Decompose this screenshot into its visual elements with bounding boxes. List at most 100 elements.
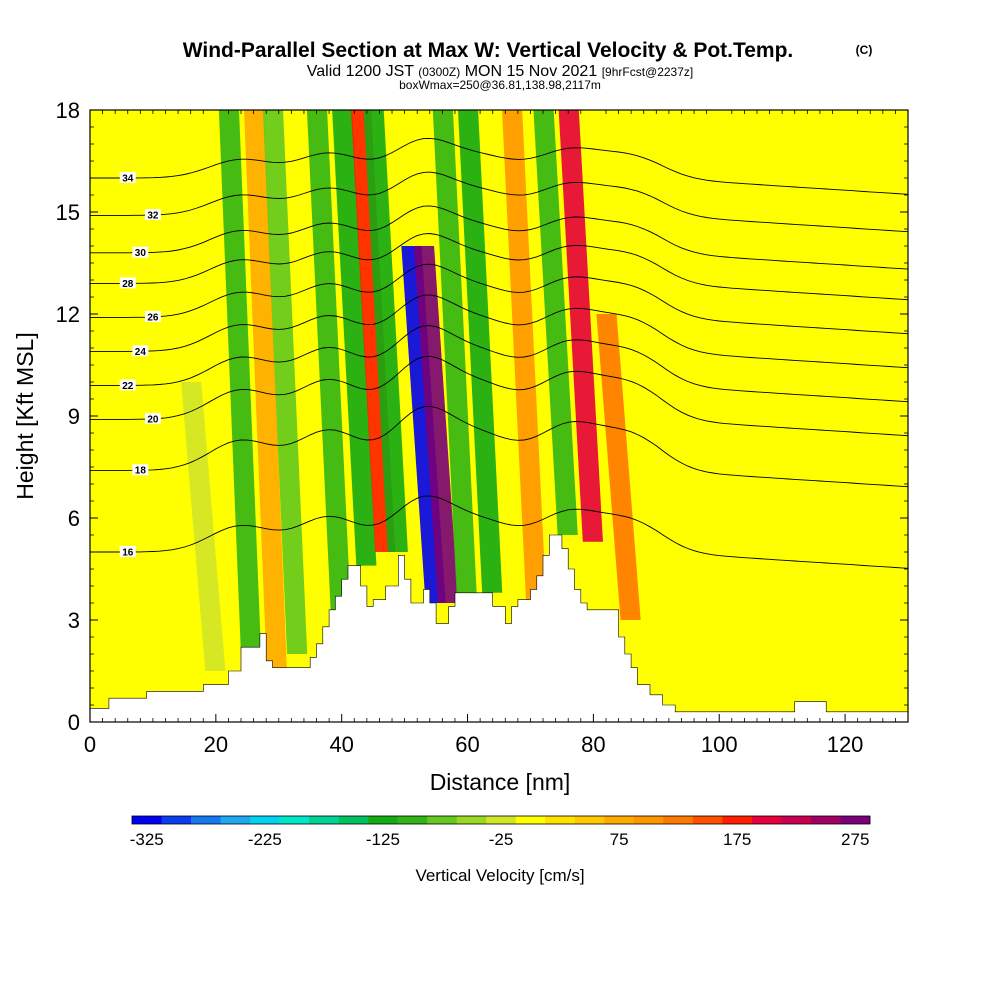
vertical-velocity-field bbox=[181, 110, 641, 705]
theta-contour-26 bbox=[90, 263, 908, 335]
theta-contour-label-26: 26 bbox=[147, 312, 159, 323]
w-cell-11 bbox=[502, 110, 547, 603]
colorbar-swatch-21 bbox=[751, 816, 782, 824]
theta-label-bg-30 bbox=[132, 246, 149, 258]
w-cell-13 bbox=[558, 110, 603, 542]
theta-label-bg-16 bbox=[119, 545, 136, 557]
colorbar-tick-label--225: -225 bbox=[248, 830, 282, 849]
subtitle-forecast: [9hrFcst@2237z] bbox=[602, 65, 694, 79]
colorbar-swatch-4 bbox=[250, 816, 280, 824]
colorbar-swatch-10 bbox=[427, 816, 458, 824]
colorbar-swatch-18 bbox=[663, 816, 694, 824]
x-tick-label-60: 60 bbox=[455, 732, 479, 757]
w-cell-2 bbox=[262, 110, 308, 654]
theta-contour-32 bbox=[90, 171, 908, 233]
w-cell-10 bbox=[457, 110, 503, 593]
theta-contour-20 bbox=[90, 355, 908, 437]
theta-contours: 16 18 20 22 24 26 28 30 32 34 bbox=[90, 137, 908, 569]
y-axis: 0 3 6 9 12 15 18 bbox=[56, 98, 908, 735]
colorbar-swatch-13 bbox=[515, 816, 546, 824]
theta-contour-22 bbox=[90, 325, 908, 403]
subtitle-valid: Valid 1200 JST bbox=[307, 63, 415, 80]
w-cell-3 bbox=[306, 110, 352, 620]
y-tick-label-18: 18 bbox=[56, 98, 80, 123]
theta-label-bg-32 bbox=[144, 209, 161, 221]
subtitle-date: MON 15 Nov 2021 bbox=[465, 63, 598, 80]
colorbar-swatch-3 bbox=[220, 816, 251, 824]
w-cell-8 bbox=[413, 246, 459, 603]
y-tick-label-0: 0 bbox=[68, 710, 80, 735]
theta-contour-24 bbox=[90, 294, 908, 369]
theta-contour-34 bbox=[90, 137, 908, 195]
theta-label-bg-28 bbox=[119, 277, 136, 289]
w-cell-9 bbox=[432, 110, 478, 603]
colorbar-swatch-1 bbox=[161, 816, 192, 824]
theta-contour-label-28: 28 bbox=[122, 279, 134, 290]
colorbar: -325 -225 -125 -25 75 175 275 bbox=[130, 815, 871, 849]
x-tick-label-80: 80 bbox=[581, 732, 605, 757]
colorbar-tick-label--325: -325 bbox=[130, 830, 164, 849]
theta-label-bg-24 bbox=[132, 345, 149, 357]
colorbar-swatch-17 bbox=[633, 816, 664, 824]
w-cell-12 bbox=[533, 110, 578, 535]
theta-label-bg-26 bbox=[144, 310, 161, 322]
y-tick-label-12: 12 bbox=[56, 302, 80, 327]
theta-contour-30 bbox=[90, 205, 908, 270]
box-info-line: boxWmax=250@36.81,138.98,2117m bbox=[399, 78, 601, 92]
colorbar-swatch-6 bbox=[309, 816, 339, 824]
w-cell-0 bbox=[218, 110, 264, 705]
theta-contour-label-16: 16 bbox=[122, 547, 134, 558]
theta-contour-16 bbox=[90, 495, 908, 569]
theta-contour-label-34: 34 bbox=[122, 173, 134, 184]
w-cell-6 bbox=[363, 110, 408, 552]
subtitle-utc: (0300Z) bbox=[418, 65, 460, 79]
colorbar-tick-label-75: 75 bbox=[610, 830, 629, 849]
colorbar-tick-label-275: 275 bbox=[841, 830, 869, 849]
x-axis-label: Distance [nm] bbox=[430, 769, 571, 795]
chart-title: Wind-Parallel Section at Max W: Vertical… bbox=[183, 39, 794, 62]
w-cell-1 bbox=[244, 110, 289, 705]
colorbar-swatch-11 bbox=[456, 816, 487, 824]
x-tick-label-40: 40 bbox=[329, 732, 353, 757]
colorbar-swatch-19 bbox=[692, 816, 723, 824]
theta-label-bg-34 bbox=[119, 171, 136, 183]
theta-contour-label-30: 30 bbox=[135, 248, 147, 259]
y-axis-label: Height [Kft MSL] bbox=[12, 332, 38, 499]
colorbar-swatch-16 bbox=[604, 816, 635, 824]
theta-contour-label-24: 24 bbox=[135, 347, 147, 358]
y-tick-label-6: 6 bbox=[68, 506, 80, 531]
colorbar-tick-label-175: 175 bbox=[723, 830, 751, 849]
x-tick-label-120: 120 bbox=[827, 732, 864, 757]
colorbar-swatch-24 bbox=[840, 816, 871, 824]
y-tick-label-3: 3 bbox=[68, 608, 80, 633]
x-tick-label-20: 20 bbox=[204, 732, 228, 757]
x-tick-label-0: 0 bbox=[84, 732, 96, 757]
plot-area: 16 18 20 22 24 26 28 30 32 34 bbox=[90, 110, 908, 722]
colorbar-tick-label--125: -125 bbox=[366, 830, 400, 849]
w-cell-4 bbox=[332, 110, 377, 566]
colorbar-swatch-9 bbox=[397, 816, 428, 824]
theta-label-bg-18 bbox=[132, 464, 149, 476]
theta-contour-label-32: 32 bbox=[147, 211, 159, 222]
theta-contour-28 bbox=[90, 233, 908, 301]
colorbar-swatch-20 bbox=[722, 816, 753, 824]
w-cell-15 bbox=[181, 382, 226, 671]
theta-contour-label-20: 20 bbox=[147, 414, 159, 425]
colorbar-frame bbox=[131, 815, 871, 825]
theta-contour-label-18: 18 bbox=[135, 466, 147, 477]
copyright-mark: (C) bbox=[856, 43, 873, 57]
theta-label-bg-22 bbox=[119, 379, 136, 391]
x-tick-label-100: 100 bbox=[701, 732, 738, 757]
theta-label-bg-20 bbox=[144, 412, 161, 424]
w-cell-14 bbox=[596, 314, 641, 620]
terrain-mask bbox=[90, 534, 908, 722]
colorbar-swatch-7 bbox=[338, 816, 369, 824]
theta-contour-label-22: 22 bbox=[122, 381, 134, 392]
colorbar-swatch-2 bbox=[191, 816, 221, 824]
colorbar-swatch-22 bbox=[781, 816, 812, 824]
colorbar-label: Vertical Velocity [cm/s] bbox=[415, 866, 584, 885]
colorbar-swatch-14 bbox=[545, 816, 576, 824]
chart-titles: Wind-Parallel Section at Max W: Vertical… bbox=[183, 39, 873, 92]
theta-contour-18 bbox=[90, 405, 908, 488]
